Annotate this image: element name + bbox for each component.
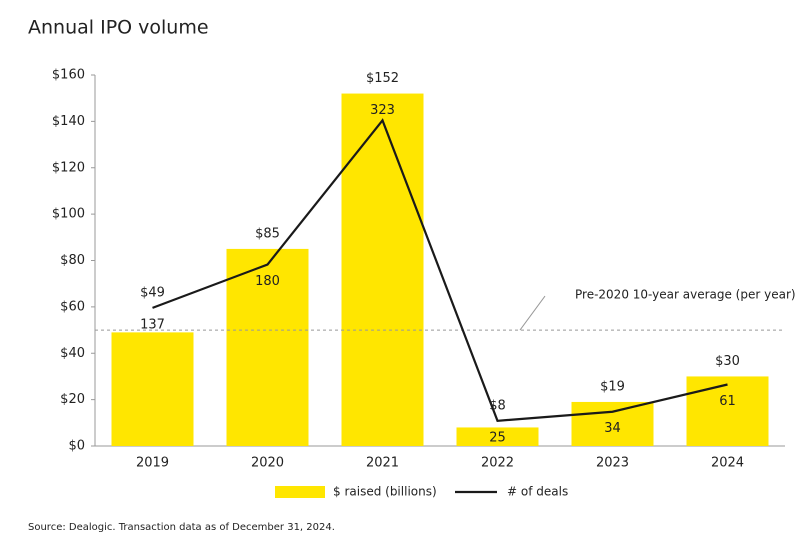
bar-value-label: $8 bbox=[489, 398, 506, 413]
bar bbox=[341, 93, 424, 447]
y-tick-label: $100 bbox=[52, 207, 85, 222]
y-tick-label: $0 bbox=[68, 439, 85, 454]
bar-value-label: $85 bbox=[255, 226, 280, 241]
line-value-label: 137 bbox=[140, 317, 165, 332]
line-value-label: 34 bbox=[604, 421, 621, 436]
y-tick-label: $40 bbox=[60, 346, 85, 361]
annotation: Pre-2020 10-year average (per year) bbox=[575, 288, 796, 302]
deals-line bbox=[152, 118, 728, 422]
legend-label: # of deals bbox=[507, 485, 568, 499]
bar bbox=[571, 401, 654, 446]
source-note: Source: Dealogic. Transaction data as of… bbox=[28, 522, 335, 533]
x-tick-label: 2019 bbox=[136, 456, 169, 471]
y-tick-label: $120 bbox=[52, 160, 85, 175]
y-tick-label: $60 bbox=[60, 299, 85, 314]
line-value-label: 61 bbox=[719, 394, 736, 409]
y-tick-label: $140 bbox=[52, 114, 85, 129]
bar bbox=[226, 248, 309, 446]
x-tick-label: 2021 bbox=[366, 456, 399, 471]
line-value-label: 180 bbox=[255, 274, 280, 289]
bar bbox=[456, 427, 539, 446]
x-tick-label: 2020 bbox=[251, 456, 284, 471]
bar bbox=[111, 332, 194, 446]
annotation-leader bbox=[519, 295, 546, 331]
y-tick-label: $20 bbox=[60, 392, 85, 407]
bar-value-label: $152 bbox=[366, 71, 399, 86]
y-tick-label: $160 bbox=[52, 68, 85, 83]
legend-label: $ raised (billions) bbox=[333, 485, 437, 499]
legend-swatch bbox=[275, 486, 325, 498]
bar-value-label: $19 bbox=[600, 379, 625, 394]
bar-value-label: $30 bbox=[715, 354, 740, 369]
bar bbox=[686, 376, 769, 446]
y-tick-label: $80 bbox=[60, 253, 85, 268]
line-value-label: 323 bbox=[370, 103, 395, 118]
bar-value-label: $49 bbox=[140, 285, 165, 300]
line-value-label: 25 bbox=[489, 430, 506, 445]
x-tick-label: 2023 bbox=[596, 456, 629, 471]
x-tick-label: 2024 bbox=[711, 456, 744, 471]
chart-title: Annual IPO volume bbox=[28, 17, 209, 39]
x-tick-label: 2022 bbox=[481, 456, 514, 471]
